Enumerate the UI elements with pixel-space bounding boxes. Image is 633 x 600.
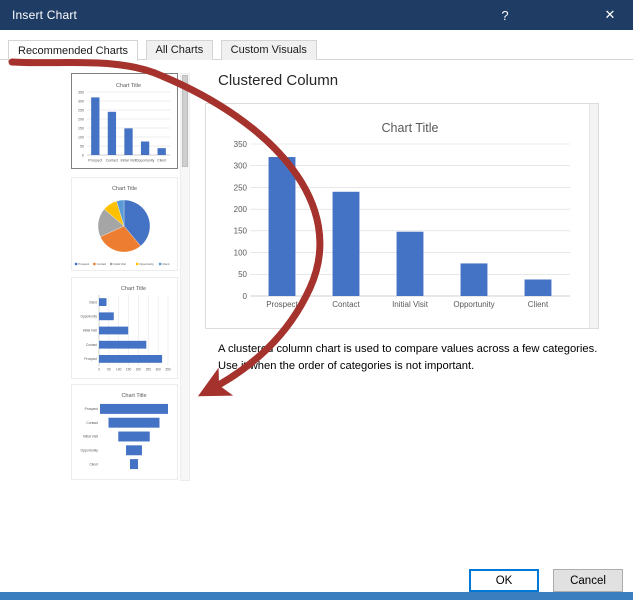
svg-text:Chart Title: Chart Title [121,393,146,399]
svg-text:Prospect: Prospect [266,300,298,309]
svg-text:Client: Client [89,300,97,304]
svg-text:350: 350 [165,368,171,372]
chart-thumbnail-list: Chart Title 0 50 100 150 200 250 300 350 Prospect… [71,73,190,481]
svg-text:350: 350 [78,90,84,94]
svg-text:Chart Title: Chart Title [116,83,141,89]
svg-text:Initial Visit: Initial Visit [392,300,429,309]
chart-preview: Chart Title 0 50 100 150 200 250 300 350 Prospect… [205,103,599,329]
svg-text:250: 250 [234,183,248,192]
tab-custom-visuals[interactable]: Custom Visuals [220,40,317,60]
svg-text:0: 0 [98,368,100,372]
svg-text:250: 250 [78,108,84,112]
svg-text:Client: Client [162,262,169,266]
svg-text:Prospect: Prospect [88,159,102,163]
chart-description-line-2: Use it when the order of categories is n… [218,359,475,372]
ok-button[interactable]: OK [469,569,539,592]
svg-text:Contact: Contact [332,300,360,309]
funnel-thumbnail-chart: Chart Title Prospect Contact Initial Visit O… [80,393,168,470]
svg-text:Prospect: Prospect [84,357,97,361]
bar-thumbnail-chart: Chart Title 0 50 100 150 200 250 300 350 Prospect… [81,286,171,372]
svg-text:100: 100 [78,135,84,139]
svg-text:Chart Title: Chart Title [112,186,137,192]
thumbnail-scrollbar-thumb[interactable] [182,75,188,167]
svg-text:200: 200 [234,205,248,214]
svg-text:Opportunity: Opportunity [139,262,154,266]
clustered-column-thumbnail-chart: Chart Title 0 50 100 150 200 250 300 350 Prospect… [78,83,170,163]
clustered-column-preview-chart: Chart Title 0 50 100 150 200 250 300 350 Prospect… [234,121,570,309]
svg-text:50: 50 [238,270,247,279]
selected-chart-heading: Clustered Column [218,72,339,89]
svg-text:300: 300 [234,162,248,171]
svg-text:Opportunity: Opportunity [81,314,98,318]
svg-text:300: 300 [155,368,161,372]
thumbnail-pie[interactable]: Chart Title Prospect Contact Initial Visit O… [71,177,178,271]
help-icon[interactable]: ? [487,0,523,30]
tab-recommended-charts[interactable]: Recommended Charts [8,40,139,61]
svg-text:250: 250 [146,368,152,372]
svg-text:Initial Visit: Initial Visit [113,262,126,266]
svg-text:Contact: Contact [86,343,97,347]
svg-text:150: 150 [126,368,132,372]
svg-text:Opportunity: Opportunity [453,300,494,309]
thumbnail-scrollbar[interactable] [180,73,190,481]
svg-text:350: 350 [234,140,248,149]
preview-scrollbar[interactable] [589,104,598,328]
title-bar: Insert Chart ? ✕ [0,0,633,30]
svg-text:300: 300 [78,99,84,103]
cancel-button[interactable]: Cancel [553,569,623,592]
thumbnail-clustered-column[interactable]: Chart Title 0 50 100 150 200 250 300 350 Prospect… [71,73,178,169]
svg-text:Opportunity: Opportunity [80,449,98,453]
dialog-title: Insert Chart [12,8,78,22]
svg-text:Client: Client [528,300,549,309]
svg-text:Opportunity: Opportunity [136,159,155,163]
tab-strip: Recommended Charts All Charts Custom Vis… [0,40,633,61]
svg-text:Chart Title: Chart Title [121,286,146,292]
chart-description-line-1: A clustered column chart is used to comp… [218,343,598,355]
svg-text:Initial Visit: Initial Visit [120,159,136,163]
svg-text:100: 100 [116,368,122,372]
close-icon[interactable]: ✕ [589,0,631,30]
svg-text:150: 150 [234,227,248,236]
svg-text:0: 0 [243,292,248,301]
svg-text:200: 200 [78,117,84,121]
svg-text:Contact: Contact [86,421,98,425]
bottom-edge-strip [0,592,633,600]
svg-text:Initial Visit: Initial Visit [83,435,98,439]
svg-text:Contact: Contact [106,159,118,163]
tab-all-charts[interactable]: All Charts [145,40,214,60]
svg-text:Client: Client [157,159,166,163]
svg-text:Prospect: Prospect [78,262,89,266]
svg-text:Initial Visit: Initial Visit [83,329,97,333]
svg-text:Client: Client [89,462,98,466]
svg-text:Chart Title: Chart Title [382,121,439,135]
svg-text:150: 150 [78,126,84,130]
thumbnail-bar[interactable]: Chart Title 0 50 100 150 200 250 300 350 Prospect… [71,277,178,379]
svg-text:50: 50 [80,144,84,148]
thumbnail-funnel[interactable]: Chart Title Prospect Contact Initial Visit O… [71,384,178,480]
svg-text:200: 200 [136,368,142,372]
svg-text:100: 100 [234,248,248,257]
svg-text:0: 0 [82,153,84,157]
svg-text:Contact: Contact [97,262,107,266]
pie-thumbnail-chart: Chart Title Prospect Contact Initial Visit O… [74,186,170,266]
svg-text:50: 50 [107,368,111,372]
svg-text:Prospect: Prospect [85,407,98,411]
chart-description: A clustered column chart is used to comp… [218,341,613,375]
